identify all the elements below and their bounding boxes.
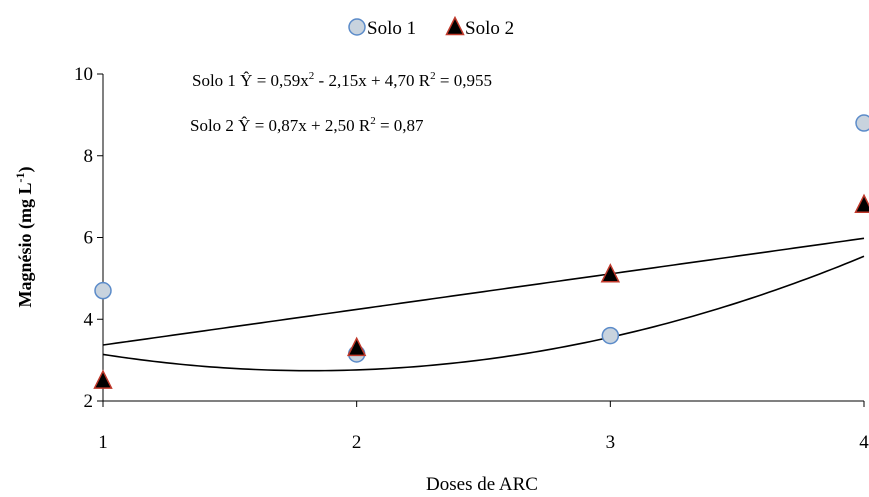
y-tick-label: 6 [84,228,94,249]
y-axis-title-text: Magnésio (mg L-1) [13,167,36,308]
trend-equations: Solo 1 Ŷ = 0,59x2 - 2,15x + 4,70 R2 = 0,… [190,70,492,135]
y-axis-title-main: Magnésio (mg L [15,183,36,308]
point-solo-2 [95,371,112,388]
equation-text: Solo 2 Ŷ = 0,87x + 2,50 R [190,116,371,135]
x-tick-label: 1 [98,432,108,453]
equation-1: Solo 1 Ŷ = 0,59x2 - 2,15x + 4,70 R2 = 0,… [192,70,492,90]
y-axis-title-close: ) [15,167,36,173]
y-tick-label: 2 [84,391,94,412]
point-solo-2 [348,338,365,355]
y-tick-label: 10 [74,64,93,85]
legend-marker-1 [349,19,365,35]
point-solo-1 [856,115,869,131]
x-tick-label: 4 [859,432,869,453]
y-tick-label: 8 [84,146,94,167]
y-axis-title: Magnésio (mg L-1) [13,167,36,308]
x-tick-label: 3 [606,432,616,453]
trendlines [103,238,864,370]
legend-label-2: Solo 2 [465,18,514,39]
equation-text: - 2,15x + 4,70 R [314,71,430,90]
equation-text: = 0,87 [376,116,424,135]
y-axis-title-sup: -1 [13,173,27,183]
point-solo-1 [602,328,618,344]
trendline-1 [103,256,864,370]
data-points [95,115,869,388]
legend-marker-2 [447,18,464,35]
trendline-2 [103,238,864,345]
equation-text: = 0,955 [436,71,492,90]
point-solo-2 [856,195,869,212]
equation-text: Solo 1 Ŷ = 0,59x [192,71,309,90]
x-axis-title: Doses de ARC [426,474,538,495]
y-tick-label: 4 [84,309,94,330]
legend-label-1: Solo 1 [367,18,416,39]
point-solo-1 [95,283,111,299]
x-tick-label: 2 [352,432,362,453]
equation-2: Solo 2 Ŷ = 0,87x + 2,50 R2 = 0,87 [190,115,424,135]
legend: Solo 1 Solo 2 [349,18,514,40]
